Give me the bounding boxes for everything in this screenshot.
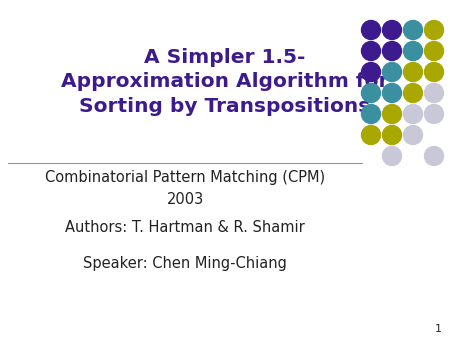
Circle shape [424,104,444,123]
Circle shape [382,21,401,40]
Circle shape [404,63,423,81]
Circle shape [361,21,381,40]
Circle shape [424,83,444,102]
Circle shape [404,42,423,61]
Text: Combinatorial Pattern Matching (CPM)
2003: Combinatorial Pattern Matching (CPM) 200… [45,170,325,207]
Circle shape [382,146,401,166]
Circle shape [424,21,444,40]
Text: 1: 1 [435,324,442,334]
Circle shape [424,63,444,81]
Circle shape [404,104,423,123]
Circle shape [424,42,444,61]
Text: A Simpler 1.5-
Approximation Algorithm for
Sorting by Transpositions: A Simpler 1.5- Approximation Algorithm f… [61,48,389,116]
Circle shape [382,125,401,145]
Circle shape [404,125,423,145]
Circle shape [382,42,401,61]
Circle shape [404,83,423,102]
Text: Authors: T. Hartman & R. Shamir: Authors: T. Hartman & R. Shamir [65,220,305,235]
Circle shape [361,104,381,123]
Circle shape [361,63,381,81]
Text: Speaker: Chen Ming-Chiang: Speaker: Chen Ming-Chiang [83,256,287,271]
Circle shape [424,146,444,166]
Circle shape [382,83,401,102]
Circle shape [382,104,401,123]
Circle shape [382,63,401,81]
Circle shape [361,42,381,61]
Circle shape [361,83,381,102]
Circle shape [404,21,423,40]
Circle shape [361,125,381,145]
